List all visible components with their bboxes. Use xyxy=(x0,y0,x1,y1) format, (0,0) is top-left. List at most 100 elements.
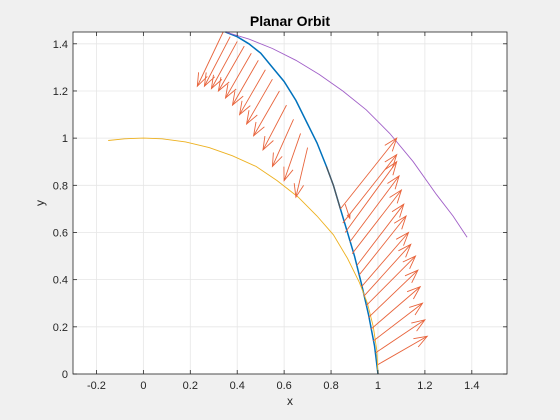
arrow-head xyxy=(384,137,398,152)
arrow-head xyxy=(387,174,400,190)
arrow-shaft xyxy=(351,189,402,254)
arrow-head xyxy=(404,269,419,283)
arrow-group-2 xyxy=(370,285,422,330)
arrow-group-1 xyxy=(252,90,280,137)
arrow-shaft xyxy=(225,53,252,99)
x-tick-label: 1.4 xyxy=(464,380,479,392)
arrow-group-1 xyxy=(210,41,238,90)
x-tick-label: 1 xyxy=(375,380,381,392)
arrow-group-2 xyxy=(363,243,412,297)
arrow-shaft xyxy=(375,319,426,354)
x-tick-label: 0.6 xyxy=(276,380,291,392)
axes-box xyxy=(72,31,508,375)
arrow-head xyxy=(384,160,398,176)
plot-arrows xyxy=(196,31,429,365)
arrow-group-2 xyxy=(375,319,426,354)
x-tick-label: 0.4 xyxy=(230,380,245,392)
arrow-head xyxy=(262,136,274,152)
x-axis-ticks: -0.2 0 0.2 0.4 0.6 0.8 1 1.2 1.4 xyxy=(87,32,479,392)
y-axis-ticks: 0 0.2 0.4 0.6 0.8 1 1.2 1.4 xyxy=(53,39,507,381)
arrow-shaft xyxy=(370,286,421,330)
arrow-head xyxy=(283,166,294,182)
x-tick-label: 1.2 xyxy=(417,380,432,392)
arrow-head xyxy=(395,231,410,246)
arrow-shaft xyxy=(211,41,238,89)
y-tick-label: 1.2 xyxy=(53,86,68,98)
arrow-head xyxy=(210,74,223,90)
y-tick-label: 0 xyxy=(62,369,68,381)
arrow-head xyxy=(293,183,304,199)
arrow-group-2 xyxy=(361,231,410,288)
arrow-shaft xyxy=(363,243,412,297)
arrow-head xyxy=(402,255,417,269)
arrow-group-1 xyxy=(217,45,245,93)
arrow-shaft xyxy=(340,137,398,210)
arrow-head xyxy=(411,319,426,332)
series-line-dark-segment xyxy=(325,166,341,210)
arrow-group-1 xyxy=(203,36,231,88)
arrow-group-2 xyxy=(377,335,429,365)
y-tick-label: 0.6 xyxy=(53,227,68,239)
arrow-head xyxy=(413,335,429,348)
x-tick-label: -0.2 xyxy=(87,380,106,392)
y-tick-label: 1 xyxy=(62,133,68,145)
arrow-shaft xyxy=(196,31,224,87)
arrow-shaft xyxy=(342,154,398,224)
arrow-shaft xyxy=(373,302,423,342)
arrow-group-1 xyxy=(196,31,224,88)
arrow-shaft xyxy=(361,232,409,288)
arrow-shaft xyxy=(232,60,259,106)
arrow-group-2 xyxy=(349,174,400,243)
arrow-head xyxy=(252,121,265,137)
arrow-shaft xyxy=(283,133,301,181)
arrow-group-2 xyxy=(373,302,424,342)
arrow-head xyxy=(245,110,258,126)
arrow-group-2 xyxy=(368,269,419,318)
chart-title: Planar Orbit xyxy=(250,13,330,29)
arrow-shaft xyxy=(358,215,407,276)
arrow-group-2 xyxy=(351,188,403,254)
y-tick-label: 0.2 xyxy=(53,322,68,334)
series-line-outer xyxy=(225,31,468,238)
arrow-head xyxy=(398,243,412,258)
x-axis-label: x xyxy=(287,394,293,408)
arrow-shaft xyxy=(246,78,273,125)
plot-lines xyxy=(108,31,468,375)
arrow-group-1 xyxy=(262,104,287,152)
arrow-shaft xyxy=(344,161,398,233)
x-tick-label: 0 xyxy=(140,380,146,392)
arrow-head xyxy=(389,188,403,204)
arrow-head xyxy=(406,285,422,300)
arrow-shaft xyxy=(253,90,280,137)
arrow-knee xyxy=(344,204,351,220)
y-tick-label: 0.4 xyxy=(53,275,68,287)
x-tick-label: 0.2 xyxy=(183,380,198,392)
arrow-group-2 xyxy=(365,255,417,306)
arrow-shaft xyxy=(365,255,416,306)
arrow-head xyxy=(224,84,237,100)
arrow-head xyxy=(231,91,244,107)
y-axis-label: y xyxy=(33,200,47,206)
arrow-shaft xyxy=(344,204,351,219)
y-tick-label: 0.8 xyxy=(53,180,68,192)
arrow-group-1 xyxy=(271,119,294,168)
arrow-head xyxy=(217,77,230,93)
arrow-shaft xyxy=(349,175,400,243)
arrow-shaft xyxy=(203,36,231,87)
arrow-shaft xyxy=(377,335,428,365)
arrow-group-1 xyxy=(238,69,266,116)
arrow-group-2 xyxy=(340,137,398,210)
arrow-group-1 xyxy=(283,133,301,182)
arrow-head xyxy=(196,72,208,88)
axes-background xyxy=(73,32,507,374)
y-tick-label: 1.4 xyxy=(53,39,68,51)
arrow-group-1 xyxy=(293,147,309,199)
arrow-group-2 xyxy=(358,214,407,276)
arrow-shaft xyxy=(356,203,405,266)
arrow-shaft xyxy=(295,147,309,198)
arrow-head xyxy=(271,152,283,168)
arrow-shaft xyxy=(239,69,266,115)
arrow-group-1 xyxy=(224,53,252,100)
arrow-group-1 xyxy=(231,60,259,107)
arrow-group-2 xyxy=(344,160,398,233)
